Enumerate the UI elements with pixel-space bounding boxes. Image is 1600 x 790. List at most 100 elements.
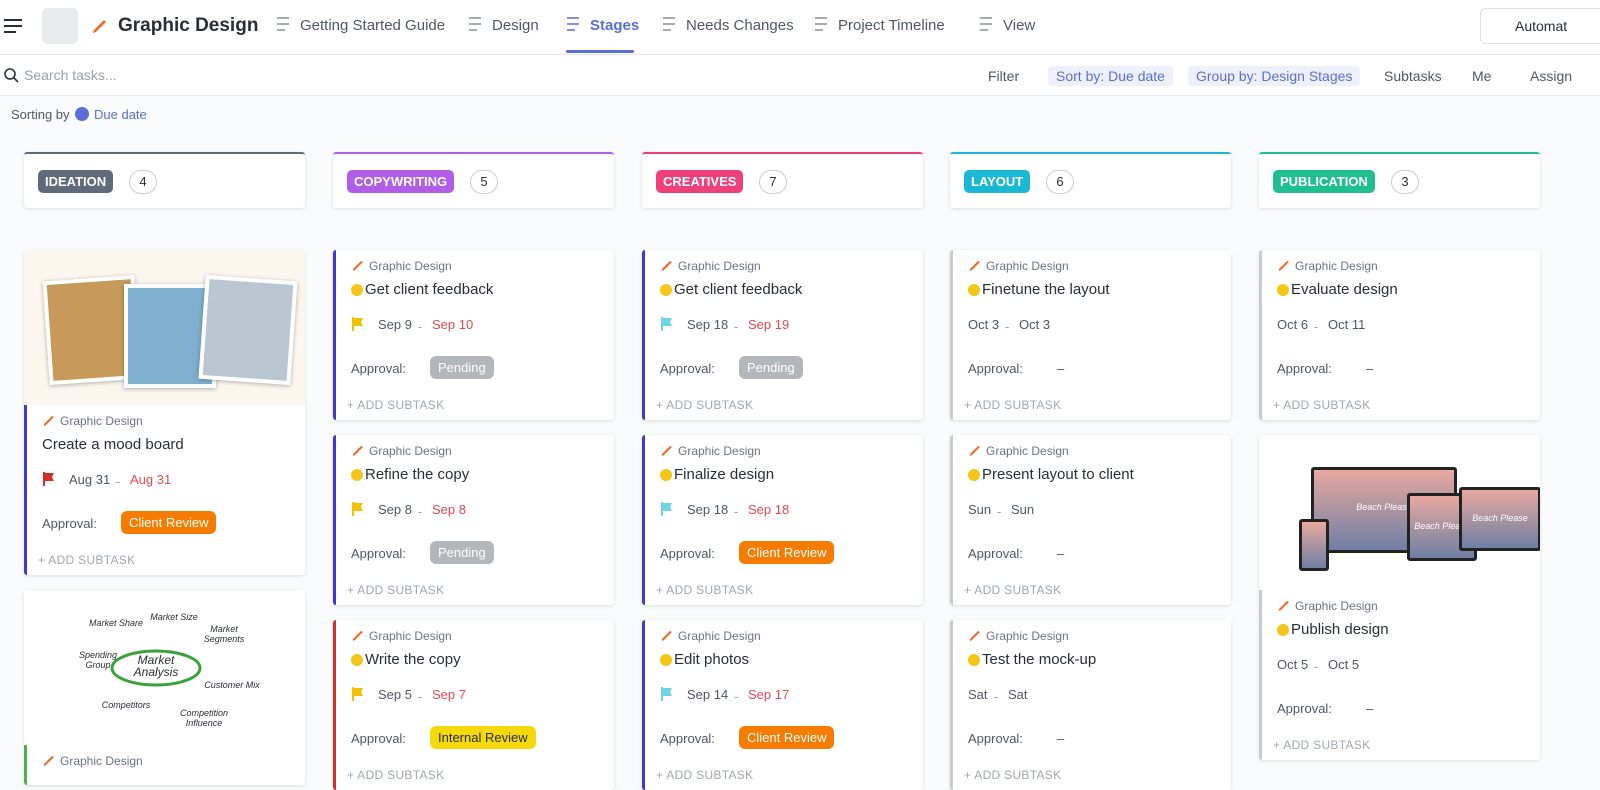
tab-icon [815,17,827,31]
approval-label: Approval: [968,361,1023,376]
task-title[interactable]: Refine the copy [365,466,470,483]
diagram-label: Market Share [88,618,144,628]
task-title[interactable]: Test the mock-up [982,651,1097,668]
task-title[interactable]: Write the copy [365,651,461,668]
task-card[interactable]: Graphic Design Write the copy Sep 5- Sep 7 A… [333,620,614,790]
add-subtask[interactable]: + ADD SUBTASK [1273,398,1371,412]
task-title[interactable]: Evaluate design [1291,281,1398,298]
start-date: Oct 6 [1277,317,1309,332]
list-name: Graphic Design [678,259,761,273]
add-subtask[interactable]: + ADD SUBTASK [656,583,754,597]
due-date: Sep 17 [748,687,790,702]
task-card[interactable]: Beach Please Beach Please Beach Please Grap… [1259,435,1540,760]
task-card[interactable]: Market Analysis Market Share Market Size Ma… [24,590,305,785]
task-title[interactable]: Present layout to client [982,466,1134,483]
screen-caption: Beach Please [1414,520,1470,531]
task-card[interactable]: Graphic Design Get client feedback Sep 18-… [642,250,923,420]
approval-status[interactable]: – [1057,546,1065,561]
task-card[interactable]: Graphic Design Test the mock-up Sat - Sat App… [950,620,1231,790]
tab[interactable]: Needs Changes [686,17,794,34]
add-subtask[interactable]: + ADD SUBTASK [1273,738,1371,752]
priority-flag [352,502,363,516]
approval-status[interactable]: Internal Review [430,726,536,749]
menu-icon[interactable] [2,17,24,35]
due-date: Sep 19 [748,317,790,332]
add-subtask[interactable]: + ADD SUBTASK [38,553,136,567]
task-title[interactable]: Get client feedback [674,281,803,298]
task-title[interactable]: Finalize design [674,466,775,483]
workspace-title[interactable]: Graphic Design [118,15,259,36]
search-input[interactable]: Search tasks... [24,67,117,83]
task-title[interactable]: Get client feedback [365,281,494,298]
card-accent [642,435,645,605]
subtasks-button[interactable]: Subtasks [1384,68,1442,84]
diagram-label: Competition Influence [179,708,229,728]
approval-status[interactable]: Pending [430,356,494,379]
column-name[interactable]: CREATIVES [656,170,744,193]
task-card[interactable]: Graphic Design Edit photos Sep 14- Sep 17 Ap… [642,620,923,790]
task-title[interactable]: Create a mood board [42,436,184,453]
add-subtask[interactable]: + ADD SUBTASK [656,398,754,412]
sort-button[interactable]: Sort by: Due date [1048,66,1173,86]
add-subtask[interactable]: + ADD SUBTASK [656,768,754,782]
add-subtask[interactable]: + ADD SUBTASK [964,583,1062,597]
approval-status[interactable]: Pending [430,541,494,564]
task-card[interactable]: Graphic Design Create a mood board Aug 31-… [24,250,305,575]
task-card[interactable]: Graphic Design Finetune the layout Oct 3-O… [950,250,1231,420]
column-name[interactable]: COPYWRITING [347,170,455,193]
sorting-value[interactable]: Due date [94,107,147,122]
tab[interactable]: Project Timeline [838,17,945,34]
add-subtask[interactable]: + ADD SUBTASK [347,583,445,597]
card-accent [24,405,27,575]
list-icon [662,446,672,456]
assign-button[interactable]: Assign [1530,68,1573,84]
tab[interactable]: Stages [590,17,640,34]
task-card[interactable]: Graphic Design Refine the copy Sep 8- Sep 8… [333,435,614,605]
approval-status[interactable]: Client Review [121,511,217,534]
approval-status[interactable]: Client Review [739,541,835,564]
start-date: Sun [968,502,992,517]
task-card[interactable]: Graphic Design Get client feedback Sep 9-S… [333,250,614,420]
group-button[interactable]: Group by: Design Stages [1188,66,1361,86]
approval-status[interactable]: – [1057,361,1065,376]
column-name[interactable]: PUBLICATION [1273,170,1375,193]
diagram-label: Spending Group [78,650,118,670]
list-icon [1279,601,1289,611]
photo [198,274,298,386]
add-subtask[interactable]: + ADD SUBTASK [964,768,1062,782]
tab[interactable]: View [1003,17,1036,34]
filter-button[interactable]: Filter [988,68,1020,84]
card-accent [24,745,27,785]
approval-status[interactable]: – [1366,701,1374,716]
clear-sort[interactable] [75,107,89,121]
approval-label: Approval: [1277,361,1332,376]
task-card[interactable]: Graphic Design Present layout to client Su… [950,435,1231,605]
space-icon[interactable] [42,8,78,44]
task-title[interactable]: Publish design [1291,621,1389,638]
task-title[interactable]: Finetune the layout [982,281,1110,298]
tab[interactable]: Getting Started Guide [300,17,446,34]
column-name[interactable]: IDEATION [38,170,114,193]
task-card[interactable]: Graphic Design Finalize design Sep 18- Sep … [642,435,923,605]
status-dot [1277,284,1289,296]
add-subtask[interactable]: + ADD SUBTASK [347,768,445,782]
list-icon [353,261,363,271]
column-name[interactable]: LAYOUT [964,170,1031,193]
automations-button[interactable]: Automat [1480,8,1600,44]
add-subtask[interactable]: + ADD SUBTASK [347,398,445,412]
add-subtask[interactable]: + ADD SUBTASK [964,398,1062,412]
task-card[interactable]: Graphic Design Evaluate design Oct 6- Oct 1… [1259,250,1540,420]
tab[interactable]: Design [492,17,539,34]
start-date: Sat [968,687,988,702]
start-date: Aug 31 [69,472,111,487]
approval-status[interactable]: Client Review [739,726,835,749]
due-date: Sep 7 [432,687,466,702]
task-title[interactable]: Edit photos [674,651,750,668]
approval-status[interactable]: Pending [739,356,803,379]
diagram-ellipse [110,649,202,687]
card-accent [642,620,645,790]
approval-status[interactable]: – [1366,361,1374,376]
me-button[interactable]: Me [1472,68,1492,84]
status-dot [968,654,980,666]
approval-status[interactable]: – [1057,731,1065,746]
